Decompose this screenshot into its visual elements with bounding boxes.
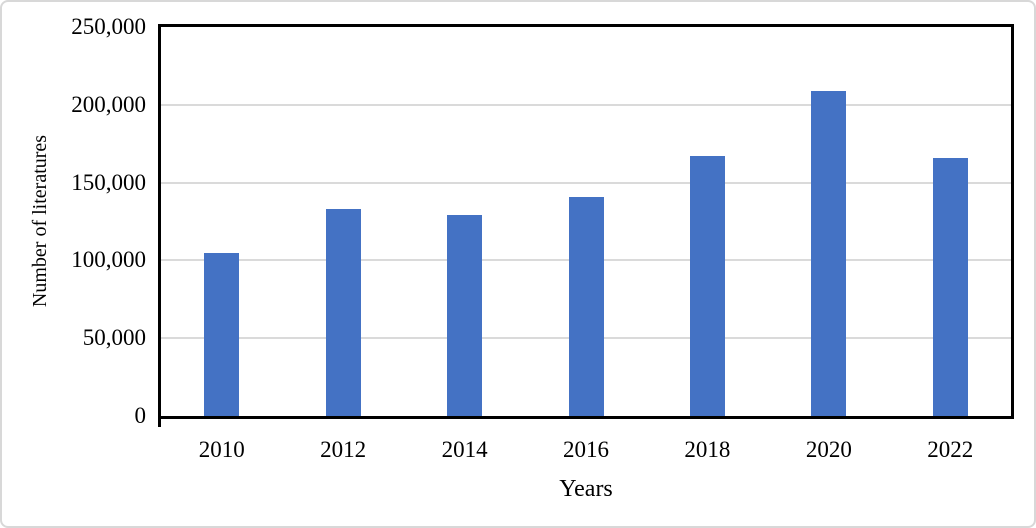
x-tick-label: 2010	[198, 437, 245, 462]
bar-2018	[689, 156, 725, 416]
plot-area	[158, 24, 1014, 419]
y-tick-label: 250,000	[71, 14, 146, 39]
x-tick-label: 2020	[805, 437, 852, 462]
gridline	[161, 103, 1011, 106]
x-axis-title: Years	[559, 476, 613, 502]
bar-2014	[447, 215, 483, 416]
gridline	[161, 181, 1011, 184]
y-axis-tick-stub	[158, 418, 161, 427]
bar-2020	[811, 90, 847, 416]
x-tick-label: 2012	[320, 437, 367, 462]
x-tick-label: 2014	[441, 437, 488, 462]
x-tick-label: 2018	[684, 437, 731, 462]
y-tick-label: 0	[134, 403, 147, 428]
x-tick-label: 2022	[927, 437, 974, 462]
bar-2016	[568, 196, 604, 416]
y-tick-label: 100,000	[71, 247, 146, 273]
bar-2022	[932, 157, 968, 416]
y-tick-label: 150,000	[71, 169, 146, 195]
x-tick-label: 2016	[563, 437, 609, 462]
bar-2012	[325, 209, 361, 416]
y-tick-label: 50,000	[82, 325, 146, 351]
bar-2010	[204, 252, 240, 416]
y-axis-title: Number of literatures	[29, 134, 51, 308]
y-tick-label: 200,000	[71, 91, 146, 117]
